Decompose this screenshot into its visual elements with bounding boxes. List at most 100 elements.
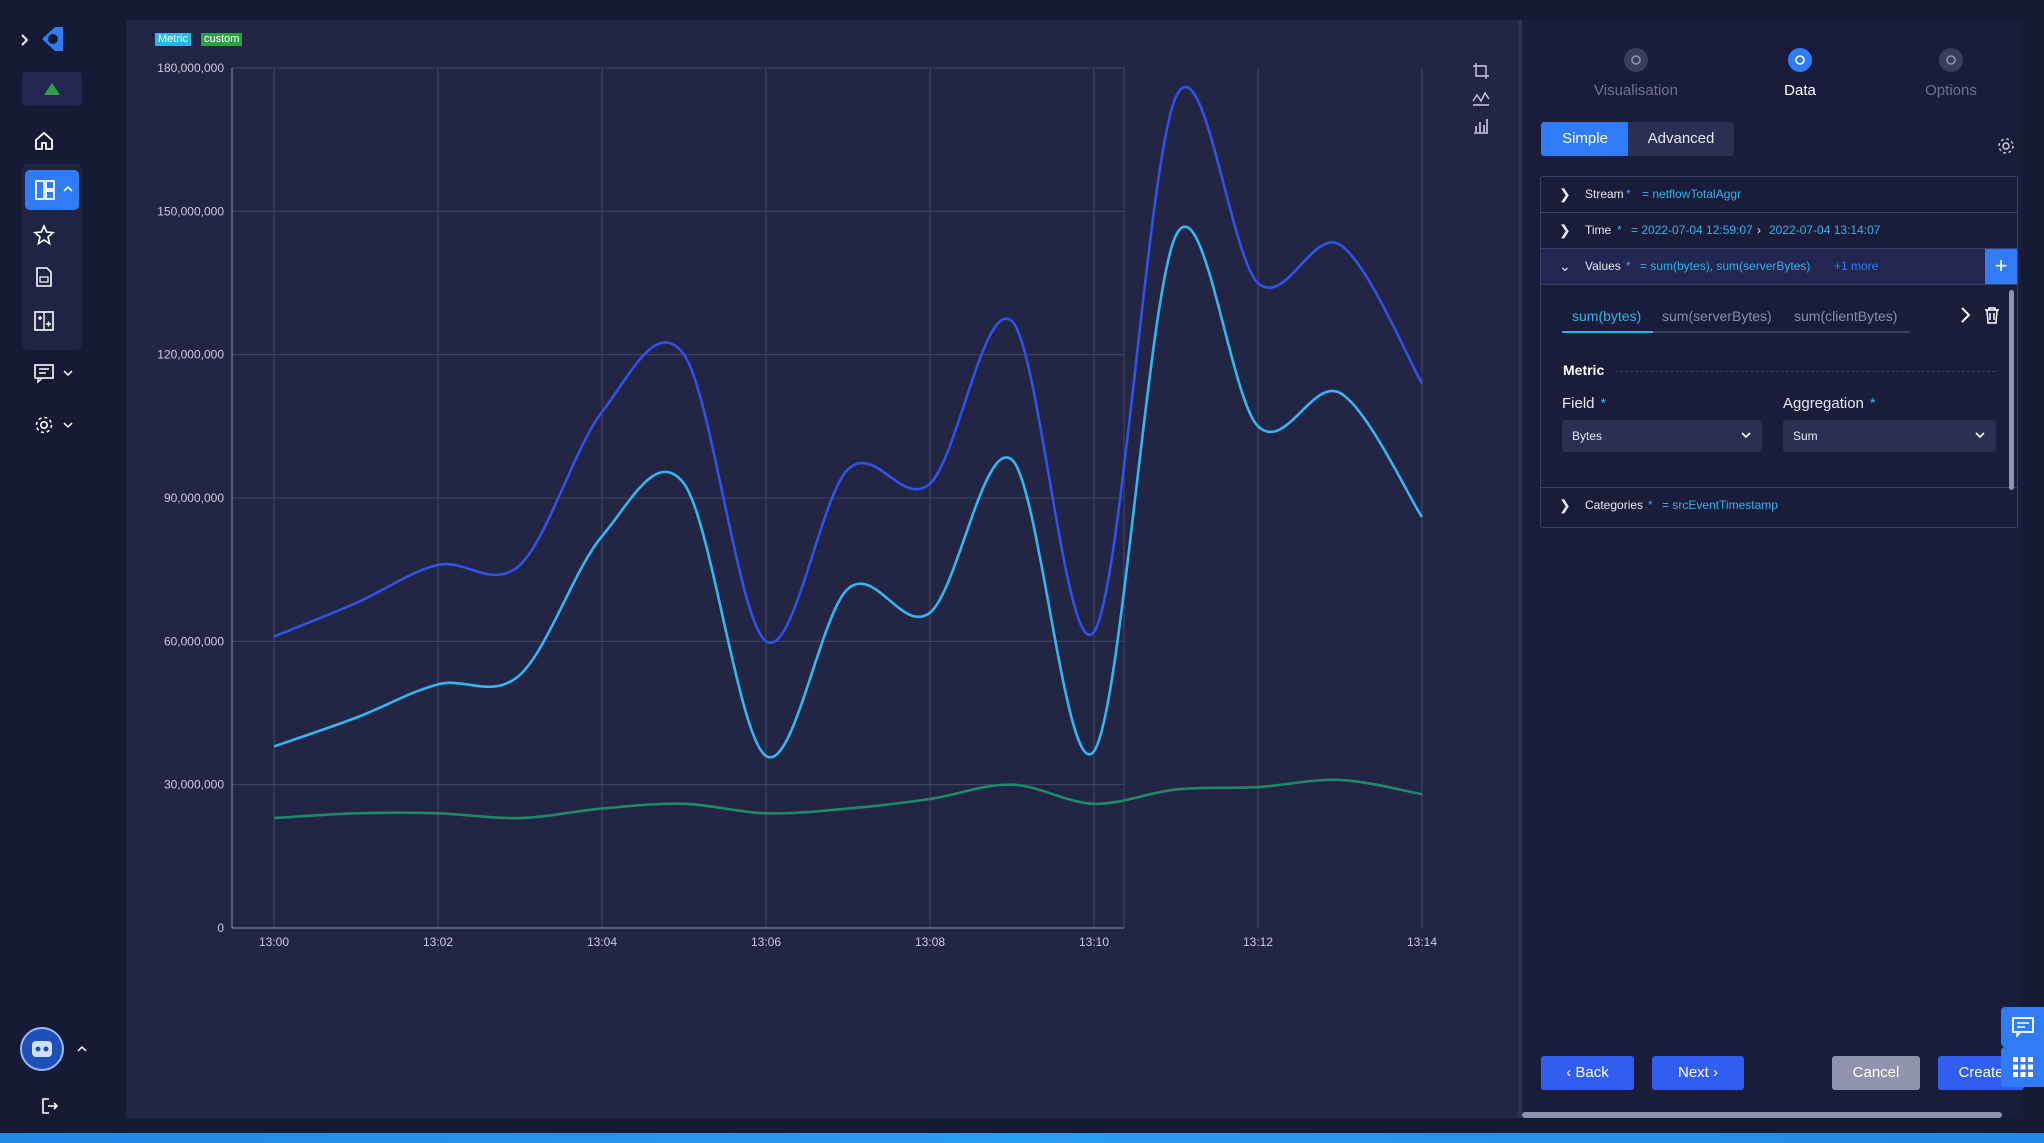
dashboard-builder-icon[interactable] bbox=[30, 308, 58, 334]
series-line-2 bbox=[273, 225, 1424, 759]
time-row[interactable]: ❯ Time * = 2022-07-04 12:59:07 › 2022-07… bbox=[1541, 213, 2017, 249]
expand-chevron-icon[interactable] bbox=[18, 30, 32, 50]
value-tab-sum-server-bytes[interactable]: sum(serverBytes) bbox=[1662, 308, 1772, 324]
y-tick-label: 60,000,000 bbox=[164, 634, 224, 648]
y-tick-label: 180,000,000 bbox=[157, 61, 224, 75]
categories-label: Categories bbox=[1585, 498, 1644, 512]
panel-splitter[interactable] bbox=[1518, 20, 1522, 1118]
cancel-button[interactable]: Cancel bbox=[1832, 1056, 1920, 1090]
time-label: Time bbox=[1585, 223, 1612, 237]
stream-value: = netflowTotalAggr bbox=[1642, 187, 1742, 201]
x-tick-label: 13:10 bbox=[1079, 935, 1109, 949]
trash-icon[interactable] bbox=[1983, 306, 2001, 329]
next-tab-chevron-icon[interactable] bbox=[1960, 306, 1972, 329]
chat-button[interactable] bbox=[2001, 1007, 2044, 1047]
report-icon[interactable] bbox=[30, 264, 58, 290]
metric-heading: Metric bbox=[1563, 362, 1605, 378]
aggregation-select-value: Sum bbox=[1793, 429, 1818, 443]
required-mark: * bbox=[1626, 259, 1631, 273]
chart-panel bbox=[126, 20, 1520, 1118]
chevron-down-icon bbox=[1740, 420, 1752, 464]
chevron-right-icon: ❯ bbox=[1559, 186, 1571, 202]
required-mark: * bbox=[1626, 187, 1631, 201]
step-visualisation-icon bbox=[1624, 48, 1648, 72]
step-options[interactable]: Options bbox=[1871, 48, 2031, 99]
back-button[interactable]: ‹ Back bbox=[1541, 1056, 1634, 1090]
categories-row[interactable]: ❯ Categories * = srcEventTimestamp bbox=[1541, 487, 2017, 523]
home-icon[interactable] bbox=[30, 128, 58, 154]
field-label-text: Field bbox=[1562, 395, 1595, 412]
sidebar bbox=[0, 0, 104, 1133]
line-chart-tool-icon[interactable] bbox=[1472, 89, 1490, 107]
step-data[interactable]: Data bbox=[1720, 48, 1880, 99]
values-row[interactable]: ⌄ Values * = sum(bytes), sum(serverBytes… bbox=[1541, 249, 2017, 285]
x-tick-label: 13:00 bbox=[259, 935, 289, 949]
stream-label: Stream bbox=[1585, 187, 1624, 201]
values-value: = sum(bytes), sum(serverBytes) bbox=[1640, 259, 1811, 273]
values-label: Values bbox=[1585, 259, 1621, 273]
required-mark: * bbox=[1648, 498, 1653, 512]
value-tab-sum-client-bytes[interactable]: sum(clientBytes) bbox=[1794, 308, 1898, 324]
bottom-accent-bar bbox=[0, 1133, 2044, 1143]
time-to-value: 2022-07-04 13:14:07 bbox=[1769, 223, 1881, 237]
chevron-down-icon: ⌄ bbox=[1559, 258, 1571, 274]
time-arrow-icon: › bbox=[1757, 223, 1761, 237]
required-mark: * bbox=[1869, 395, 1876, 412]
field-label: Field * bbox=[1562, 395, 1606, 412]
user-avatar[interactable] bbox=[16, 1026, 90, 1072]
x-tick-label: 13:04 bbox=[587, 935, 617, 949]
step-visualisation-label: Visualisation bbox=[1594, 82, 1678, 99]
logo-icon bbox=[36, 24, 66, 54]
values-more-link[interactable]: +1 more bbox=[1834, 259, 1879, 273]
custom-badge: custom bbox=[201, 33, 243, 46]
aggregation-label: Aggregation * bbox=[1783, 395, 1876, 412]
x-tick-label: 13:14 bbox=[1407, 935, 1437, 949]
step-data-icon bbox=[1788, 48, 1812, 72]
back-chevron-icon: ‹ bbox=[1566, 1064, 1576, 1081]
y-tick-label: 90,000,000 bbox=[164, 491, 224, 505]
step-options-icon bbox=[1939, 48, 1963, 72]
apps-grid-button[interactable] bbox=[2001, 1047, 2044, 1087]
messages-nav-item[interactable] bbox=[30, 360, 76, 386]
accordion-scrollbar[interactable] bbox=[2009, 290, 2014, 490]
chevron-right-icon: ❯ bbox=[1559, 222, 1571, 238]
required-mark: * bbox=[1600, 395, 1607, 412]
gear-icon[interactable] bbox=[1996, 136, 2016, 156]
y-tick-label: 0 bbox=[217, 921, 224, 935]
chevron-right-icon: ❯ bbox=[1559, 497, 1571, 513]
next-button[interactable]: Next › bbox=[1652, 1056, 1744, 1090]
y-tick-label: 150,000,000 bbox=[157, 204, 224, 218]
stream-row[interactable]: ❯ Stream * = netflowTotalAggr bbox=[1541, 177, 2017, 213]
settings-nav-item[interactable] bbox=[30, 412, 76, 438]
x-tick-label: 13:02 bbox=[423, 935, 453, 949]
value-tab-active-indicator bbox=[1562, 331, 1653, 333]
status-indicator[interactable] bbox=[22, 72, 82, 106]
back-button-label: Back bbox=[1575, 1064, 1609, 1081]
add-value-button[interactable]: + bbox=[1985, 249, 2017, 284]
field-select[interactable]: Bytes bbox=[1562, 420, 1762, 452]
step-options-label: Options bbox=[1925, 82, 1977, 99]
simple-mode-button[interactable]: Simple bbox=[1541, 122, 1629, 156]
time-from-value: = 2022-07-04 12:59:07 bbox=[1631, 223, 1753, 237]
next-button-label: Next bbox=[1677, 1064, 1709, 1081]
bar-chart-tool-icon[interactable] bbox=[1472, 117, 1490, 135]
series-line-3 bbox=[273, 778, 1423, 820]
horizontal-scrollbar[interactable] bbox=[1522, 1112, 2002, 1118]
dashboards-nav-item[interactable] bbox=[25, 170, 79, 210]
metric-badge: Metric bbox=[155, 33, 191, 46]
logout-icon[interactable] bbox=[38, 1094, 62, 1118]
line-chart: 0 30,000,000 60,000,000 90,000,000 120,000,0… bbox=[157, 61, 1437, 949]
value-tab-sum-bytes[interactable]: sum(bytes) bbox=[1572, 308, 1642, 324]
advanced-mode-button[interactable]: Advanced bbox=[1628, 122, 1734, 156]
star-icon[interactable] bbox=[30, 222, 58, 248]
crop-tool-icon[interactable] bbox=[1472, 62, 1490, 80]
series-line-1 bbox=[273, 85, 1424, 645]
required-mark: * bbox=[1617, 223, 1622, 237]
value-tabs-underline bbox=[1562, 331, 1910, 333]
field-select-value: Bytes bbox=[1572, 429, 1603, 443]
next-chevron-icon: › bbox=[1708, 1064, 1718, 1081]
aggregation-select[interactable]: Sum bbox=[1783, 420, 1996, 452]
step-data-label: Data bbox=[1784, 82, 1816, 99]
step-visualisation[interactable]: Visualisation bbox=[1556, 48, 1716, 99]
aggregation-label-text: Aggregation bbox=[1783, 395, 1864, 412]
